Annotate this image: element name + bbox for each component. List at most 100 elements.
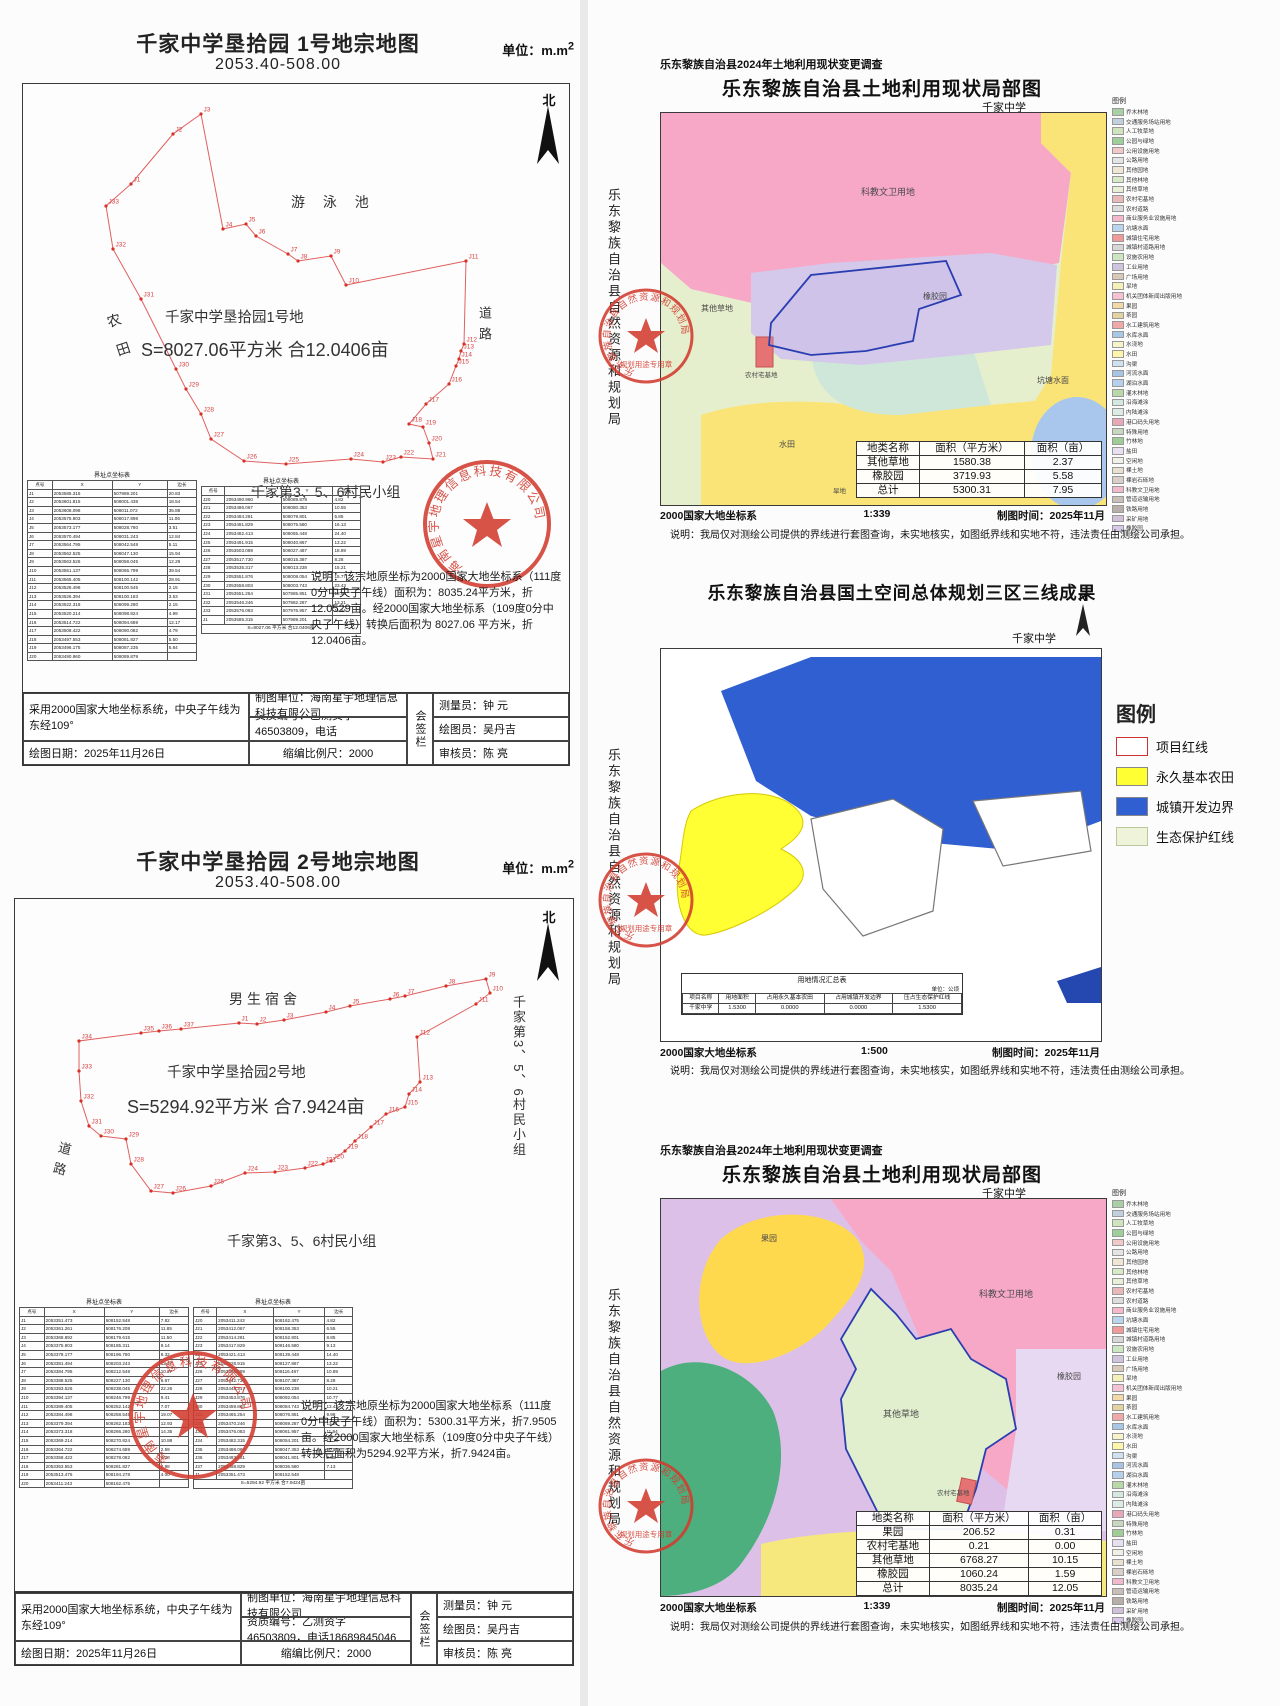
legend-label: 城镇开发边界 [1156, 799, 1235, 815]
map-title: 乐东黎族自治县国土空间总体规划三区三线成果 [707, 583, 1097, 603]
legend-label: 农村道路 [1126, 206, 1149, 213]
legend-swatch-icon [1112, 466, 1124, 475]
government-seal: 乐东黎族自治县自然资源和规划局 规划用途专用章 [594, 1454, 698, 1563]
legend-swatch-icon [1112, 1500, 1124, 1508]
legend-label: 盐田 [1126, 448, 1138, 455]
table-row: J22 2053484.281 508079.801 5.85 [201, 511, 361, 522]
legend-label: 旱地 [1126, 284, 1138, 291]
table-row: J20 2053490.960 508089.879 4.82 [201, 494, 361, 505]
boundary-point-label: J12 [467, 337, 478, 344]
title-block: 采用2000国家大地坐标系统，中央子午线为东经109° 制图单位：海南星宇地理信… [14, 1592, 574, 1666]
boundary-point-label: J12 [420, 1030, 431, 1037]
legend-label: 水浇地 [1126, 342, 1143, 349]
legend-swatch-icon [1112, 1616, 1124, 1625]
boundary-point [344, 283, 348, 287]
boundary-point-label: J27 [214, 432, 225, 439]
legend-item: 湖泊水面 [1112, 1470, 1280, 1480]
legend-swatch-icon [1112, 1345, 1124, 1353]
boundary-point-label: J30 [104, 1129, 115, 1136]
table-row: J20 2053411.243 508162.475 [19, 1478, 189, 1489]
legend-item: 空闲地 [1112, 1548, 1280, 1558]
map-subtitle: 2053.40-508.00 [214, 56, 342, 73]
boundary-point [324, 1010, 328, 1014]
maker-cell: 制图单位：海南星宇地理信息科技有限公司 [249, 693, 407, 717]
disclaimer-note: 说明：我局仅对测绘公司提供的界线进行套图查询，未实地核实，如图纸界线和实地不符，… [670, 1622, 1190, 1633]
area-label-kjww: 科教文卫用地 [861, 187, 916, 197]
boundary-point-label: J26 [247, 454, 258, 461]
boundary-point-label: J11 [469, 254, 479, 261]
legend-swatch-icon [1112, 437, 1124, 445]
legend-swatch-icon [1112, 1355, 1124, 1363]
legend-label: 公用设施用地 [1126, 1240, 1160, 1247]
boundary-point-label: J1 [242, 1016, 249, 1023]
boundary-point-label: J5 [353, 999, 360, 1006]
table-row: J23 2053481.829 508075.580 16.13 [201, 520, 361, 530]
legend-item: 河流水面 [1112, 1461, 1280, 1471]
boundary-point [104, 204, 108, 208]
boundary-point [209, 437, 213, 441]
time-label: 制图时间：2025年11月 [997, 1602, 1105, 1614]
boundary-point-label: J33 [82, 1064, 93, 1071]
legend-swatch-icon [1112, 1219, 1124, 1227]
legend-item: 城镇住宅用地 [1112, 1325, 1280, 1335]
boundary-point [296, 259, 300, 263]
legend-swatch-icon [1112, 447, 1124, 455]
table-row: 农村宅基地 0.21 0.00 [856, 1539, 1102, 1554]
legend-swatch-icon [1112, 427, 1124, 436]
legend-swatch-icon [1112, 1258, 1124, 1266]
legend-item: 采矿用地 [1112, 1606, 1280, 1616]
legend-label: 港口码头用地 [1126, 1511, 1160, 1518]
area-label-nczjd: 农村宅基地 [937, 1490, 970, 1497]
legend-item: 公用设施用地 [1112, 1238, 1280, 1248]
boundary-point [255, 1022, 259, 1026]
legend-swatch-icon [1112, 156, 1124, 165]
legend-label: 水田 [1126, 1444, 1138, 1451]
boundary-point [129, 182, 133, 186]
boundary-point [273, 1170, 277, 1174]
svg-text:规划用途专用章: 规划用途专用章 [620, 1529, 673, 1539]
boundary-point [424, 402, 428, 406]
license-cell: 资质编号：乙测资字46503809，电话18689845046 [249, 717, 407, 741]
legend-item: 设施农用地 [1112, 1344, 1280, 1354]
legend-label: 裸岩石砾地 [1126, 477, 1154, 484]
boundary-point-label: J11 [479, 997, 489, 1004]
legend-item: 广场用地 [1112, 1364, 1280, 1374]
legend-swatch-icon [1112, 505, 1124, 513]
legend-label: 河流水面 [1126, 1463, 1149, 1470]
svg-text:规划用途专用章: 规划用途专用章 [620, 359, 673, 369]
north-label: 北 [542, 910, 556, 925]
boundary-point [329, 1159, 333, 1163]
legend-item: 公路用地 [1112, 1247, 1280, 1257]
legend-label: 坑塘水面 [1126, 226, 1149, 233]
boundary-point-label: J5 [249, 217, 256, 224]
legend-label: 灌木林地 [1126, 390, 1149, 397]
legend-label: 公路用地 [1126, 1250, 1149, 1257]
coord-table-right: 界址点坐标表 点号 X Y 边长 J20 2053490.960 508089.879 4.8… [201, 476, 361, 634]
legend-label: 内陆滩涂 [1126, 1502, 1149, 1509]
legend-swatch-icon [1112, 1403, 1124, 1412]
north-label: 北 [542, 93, 556, 108]
legend-item: 设施农用地 [1112, 252, 1280, 262]
boundary-point-label: J24 [354, 452, 365, 459]
boundary-point [77, 1039, 81, 1043]
boundary-point [418, 1080, 422, 1084]
legend-item: 茶园 [1112, 1402, 1280, 1412]
boundary-point-label: J19 [348, 1144, 359, 1151]
boundary-point [221, 227, 225, 231]
boundary-point [199, 412, 203, 416]
datum-cell: 采用2000国家大地坐标系统，中央子午线为东经109° [23, 693, 249, 741]
boundary-point [403, 994, 407, 998]
legend-swatch-icon [1112, 1335, 1124, 1344]
table-row: J20 2053411.243 508162.475 4.82 [193, 1315, 353, 1326]
legend-item: 旱地 [1112, 281, 1280, 291]
boundary-point [79, 1099, 83, 1103]
legend-swatch-icon [1112, 350, 1124, 358]
legend-swatch-icon [1112, 311, 1124, 320]
legend-label: 其他林地 [1126, 1269, 1149, 1276]
landuse-area-table: 地类名称 面积（平方米） 面积（亩） 其他草地 1580.38 2.37 橡胶园 3719.9… [856, 441, 1102, 498]
legend-swatch-icon [1112, 108, 1124, 116]
legend-item: 人工牧草地 [1112, 1218, 1280, 1228]
legend-swatch-icon [1112, 195, 1124, 203]
legend-item: 交通服务场站用地 [1112, 117, 1280, 127]
